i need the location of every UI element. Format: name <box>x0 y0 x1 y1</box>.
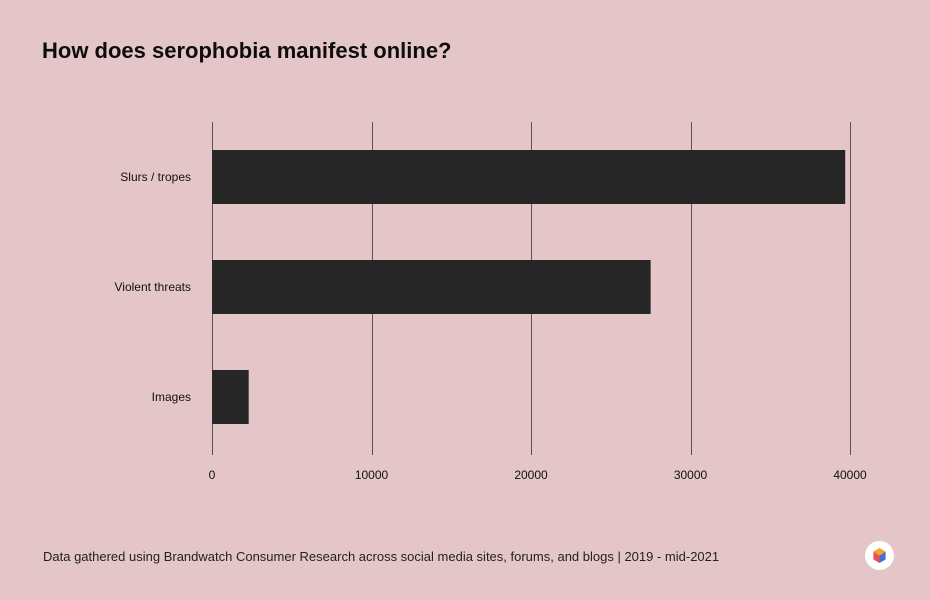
bars <box>212 150 846 424</box>
bar <box>212 150 846 204</box>
category-label: Images <box>152 390 191 404</box>
x-tick-label: 0 <box>209 468 216 482</box>
x-tick-label: 30000 <box>674 468 708 482</box>
x-tick-label: 10000 <box>355 468 389 482</box>
category-label: Violent threats <box>115 280 192 294</box>
bar <box>212 260 651 314</box>
source-note: Data gathered using Brandwatch Consumer … <box>43 549 720 564</box>
category-label: Slurs / tropes <box>120 170 191 184</box>
brandwatch-logo-icon <box>865 541 894 570</box>
x-axis-tick-labels: 0 10000 20000 30000 40000 <box>209 468 867 482</box>
bar <box>212 370 249 424</box>
x-tick-label: 20000 <box>514 468 548 482</box>
category-labels: Slurs / tropes Violent threats Images <box>115 170 192 404</box>
x-tick-label: 40000 <box>833 468 867 482</box>
chart-title: How does serophobia manifest online? <box>42 38 452 63</box>
